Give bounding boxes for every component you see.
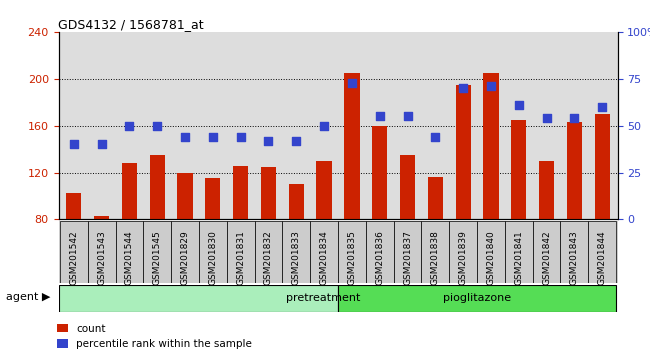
Text: GSM201840: GSM201840 [486,230,495,285]
Text: GSM201837: GSM201837 [403,230,412,285]
Text: pretreatment: pretreatment [285,293,360,303]
Point [569,115,580,121]
FancyBboxPatch shape [477,221,505,283]
Text: GSM201832: GSM201832 [264,230,273,285]
Bar [58,285,338,312]
Text: agent ▶: agent ▶ [6,292,51,302]
Point [541,115,552,121]
Point [486,84,496,89]
Point [291,138,302,143]
FancyBboxPatch shape [366,221,394,283]
Bar [428,177,443,219]
FancyBboxPatch shape [449,221,477,283]
FancyBboxPatch shape [227,221,255,283]
Bar [122,163,137,219]
Point [319,123,330,129]
Bar [177,172,192,219]
Bar [595,114,610,219]
Point [152,123,162,129]
Legend: count, percentile rank within the sample: count, percentile rank within the sample [57,324,252,349]
FancyBboxPatch shape [560,221,588,283]
Bar [539,161,554,219]
Text: GSM201838: GSM201838 [431,230,440,285]
Text: GSM201542: GSM201542 [70,230,78,285]
Bar [484,73,499,219]
Bar [372,126,387,219]
Point [374,113,385,119]
Bar [317,161,332,219]
Bar [233,166,248,219]
FancyBboxPatch shape [533,221,560,283]
FancyBboxPatch shape [60,221,88,283]
Bar [150,155,165,219]
Text: GSM201543: GSM201543 [97,230,106,285]
Point [430,134,441,140]
FancyBboxPatch shape [143,221,171,283]
FancyBboxPatch shape [255,221,282,283]
Point [458,85,469,91]
Text: GSM201836: GSM201836 [375,230,384,285]
Text: GSM201835: GSM201835 [347,230,356,285]
Text: GSM201831: GSM201831 [236,230,245,285]
FancyBboxPatch shape [338,221,366,283]
Point [346,80,357,85]
Bar [66,193,81,219]
Text: GSM201544: GSM201544 [125,230,134,285]
Point [514,102,524,108]
Text: GSM201829: GSM201829 [181,230,190,285]
Text: GSM201830: GSM201830 [209,230,217,285]
FancyBboxPatch shape [199,221,227,283]
Point [597,104,607,110]
Text: GDS4132 / 1568781_at: GDS4132 / 1568781_at [58,18,204,31]
FancyBboxPatch shape [282,221,310,283]
FancyBboxPatch shape [310,221,338,283]
Point [124,123,135,129]
FancyBboxPatch shape [505,221,533,283]
Text: GSM201842: GSM201842 [542,230,551,285]
Bar [261,167,276,219]
Text: GSM201839: GSM201839 [459,230,467,285]
Bar [511,120,526,219]
Point [180,134,190,140]
Text: GSM201844: GSM201844 [598,230,606,285]
Text: GSM201545: GSM201545 [153,230,162,285]
FancyBboxPatch shape [421,221,449,283]
FancyBboxPatch shape [88,221,116,283]
Bar [289,184,304,219]
Point [96,142,107,147]
FancyBboxPatch shape [394,221,421,283]
Bar [344,73,359,219]
Text: pioglitazone: pioglitazone [443,293,511,303]
FancyBboxPatch shape [588,221,616,283]
Text: GSM201843: GSM201843 [570,230,579,285]
Text: GSM201833: GSM201833 [292,230,301,285]
Point [69,142,79,147]
FancyBboxPatch shape [116,221,143,283]
Bar [400,155,415,219]
Point [402,113,413,119]
Bar [567,122,582,219]
Text: GSM201841: GSM201841 [514,230,523,285]
Bar [456,85,471,219]
Point [263,138,274,143]
Point [235,134,246,140]
Bar [338,285,616,312]
Bar [94,216,109,219]
FancyBboxPatch shape [171,221,199,283]
Point [207,134,218,140]
Bar [205,178,220,219]
Text: GSM201834: GSM201834 [320,230,329,285]
